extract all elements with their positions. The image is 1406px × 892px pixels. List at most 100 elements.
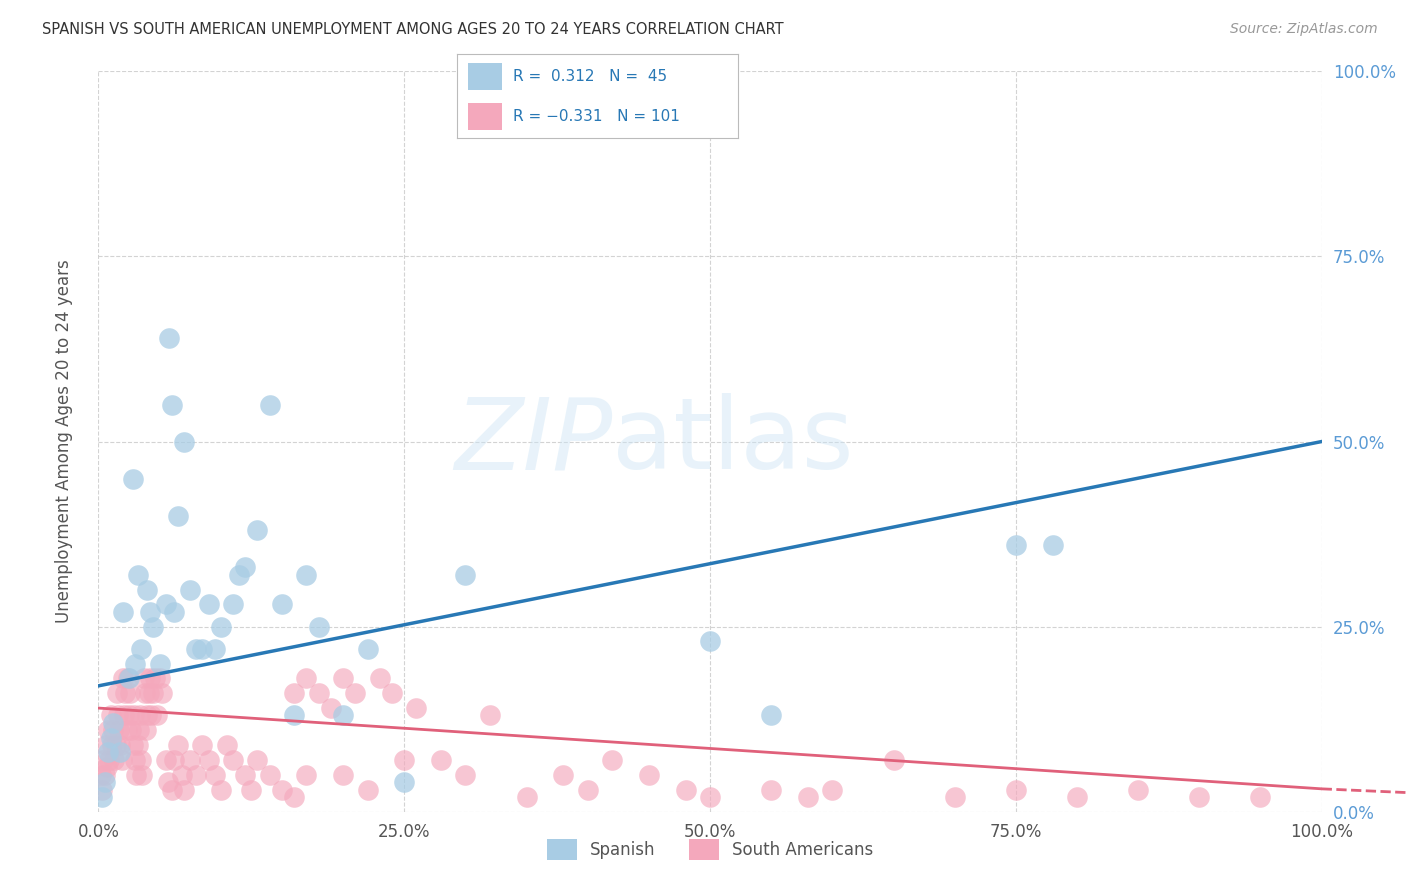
Point bbox=[110, 746, 132, 760]
Point bbox=[295, 567, 318, 582]
Point bbox=[204, 767, 226, 781]
Point bbox=[136, 708, 159, 723]
Point bbox=[179, 753, 201, 767]
Point bbox=[160, 782, 183, 797]
Point bbox=[283, 789, 305, 804]
Point bbox=[103, 753, 125, 767]
Point bbox=[186, 641, 208, 656]
Point bbox=[222, 753, 245, 767]
Point bbox=[157, 775, 180, 789]
Point bbox=[246, 753, 269, 767]
Point bbox=[170, 767, 193, 781]
Point bbox=[111, 753, 134, 767]
Point bbox=[134, 686, 156, 700]
Point bbox=[101, 715, 124, 730]
Point bbox=[149, 672, 172, 686]
Text: R = −0.331   N = 101: R = −0.331 N = 101 bbox=[513, 109, 681, 124]
Point bbox=[157, 331, 180, 345]
Point bbox=[136, 582, 159, 597]
Point bbox=[761, 782, 783, 797]
Point bbox=[283, 708, 305, 723]
Point bbox=[332, 708, 354, 723]
Text: ZIP: ZIP bbox=[454, 393, 612, 490]
Point bbox=[478, 708, 501, 723]
Point bbox=[215, 738, 238, 752]
Point bbox=[1042, 538, 1064, 552]
Point bbox=[204, 641, 226, 656]
Point bbox=[173, 434, 195, 449]
Point bbox=[129, 708, 152, 723]
Point bbox=[699, 634, 721, 648]
Point bbox=[270, 598, 294, 612]
Point bbox=[1004, 782, 1026, 797]
Point bbox=[139, 708, 162, 723]
Point bbox=[454, 767, 477, 781]
Point bbox=[943, 789, 966, 804]
Point bbox=[139, 605, 162, 619]
Point bbox=[163, 605, 186, 619]
Point bbox=[228, 567, 250, 582]
Point bbox=[356, 641, 378, 656]
Text: Source: ZipAtlas.com: Source: ZipAtlas.com bbox=[1230, 22, 1378, 37]
Point bbox=[93, 775, 115, 789]
Point bbox=[142, 619, 165, 633]
Point bbox=[112, 708, 135, 723]
Point bbox=[1066, 789, 1088, 804]
Point bbox=[100, 708, 122, 723]
Point bbox=[167, 738, 190, 752]
Point bbox=[186, 767, 208, 781]
Point bbox=[163, 753, 186, 767]
Point bbox=[246, 524, 269, 538]
Point bbox=[100, 731, 122, 745]
Point bbox=[197, 598, 219, 612]
Point bbox=[129, 753, 152, 767]
Point bbox=[381, 686, 404, 700]
Point bbox=[105, 686, 128, 700]
Point bbox=[101, 723, 124, 738]
Point bbox=[392, 753, 416, 767]
Point bbox=[553, 767, 575, 781]
Bar bbox=[468, 103, 502, 130]
Point bbox=[883, 753, 905, 767]
Point bbox=[600, 753, 623, 767]
Point bbox=[91, 753, 114, 767]
Point bbox=[797, 789, 820, 804]
Point bbox=[167, 508, 190, 523]
Point bbox=[139, 672, 162, 686]
Point bbox=[120, 686, 142, 700]
Point bbox=[430, 753, 453, 767]
Point bbox=[127, 738, 149, 752]
Point bbox=[516, 789, 538, 804]
Point bbox=[111, 672, 134, 686]
Point bbox=[114, 686, 136, 700]
Point bbox=[111, 605, 134, 619]
Point bbox=[93, 767, 115, 781]
Point bbox=[356, 782, 378, 797]
Point bbox=[160, 398, 183, 412]
Point bbox=[91, 782, 114, 797]
Point bbox=[1188, 789, 1211, 804]
Point bbox=[155, 598, 177, 612]
Point bbox=[115, 723, 138, 738]
Y-axis label: Unemployment Among Ages 20 to 24 years: Unemployment Among Ages 20 to 24 years bbox=[55, 260, 73, 624]
Point bbox=[209, 782, 232, 797]
Text: atlas: atlas bbox=[612, 393, 853, 490]
Point bbox=[101, 738, 124, 752]
Point bbox=[209, 619, 232, 633]
Point bbox=[1128, 782, 1150, 797]
Point bbox=[638, 767, 661, 781]
Point bbox=[295, 767, 318, 781]
Point bbox=[125, 767, 148, 781]
Point bbox=[117, 672, 139, 686]
Bar bbox=[468, 62, 502, 90]
Point bbox=[308, 686, 330, 700]
Point bbox=[576, 782, 599, 797]
Point bbox=[222, 598, 245, 612]
Legend: Spanish, South Americans: Spanish, South Americans bbox=[540, 832, 880, 866]
Point bbox=[332, 672, 354, 686]
Point bbox=[94, 738, 117, 752]
Point bbox=[155, 753, 177, 767]
Point bbox=[761, 708, 783, 723]
Point bbox=[454, 567, 477, 582]
Point bbox=[143, 672, 166, 686]
